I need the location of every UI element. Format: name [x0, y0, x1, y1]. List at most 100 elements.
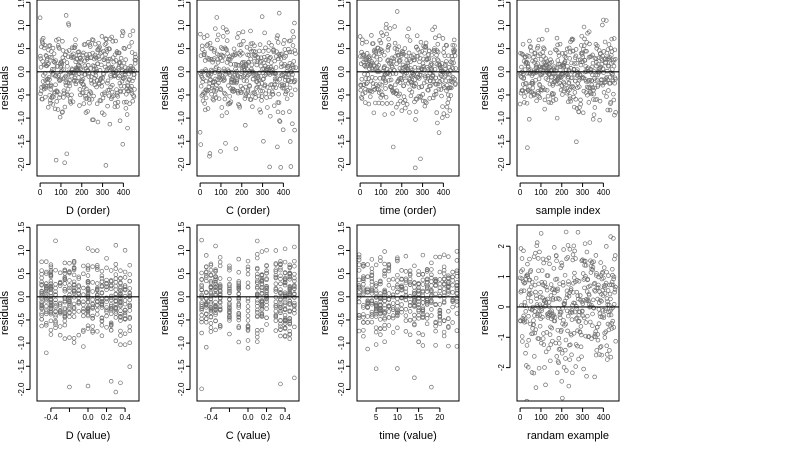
data-point [67, 261, 72, 266]
data-point [599, 61, 604, 67]
data-point [57, 46, 62, 51]
data-point [117, 73, 122, 79]
data-point [590, 297, 596, 303]
data-point [450, 66, 456, 71]
data-point [424, 297, 430, 303]
data-point [598, 344, 604, 349]
y-tick-label: -2.0 [17, 382, 26, 396]
data-point [95, 119, 101, 125]
data-point [576, 78, 582, 83]
data-point [127, 340, 132, 346]
data-point [204, 289, 209, 295]
y-tick-label: 0.5 [337, 268, 346, 280]
data-point [65, 64, 70, 69]
data-point [278, 259, 283, 264]
data-point [268, 55, 273, 60]
data-point [606, 42, 612, 47]
data-point [287, 336, 292, 342]
data-point [387, 72, 393, 77]
data-point [62, 318, 68, 324]
data-point [369, 89, 375, 94]
data-point [578, 97, 583, 103]
data-point [236, 291, 241, 297]
data-point [416, 269, 421, 274]
data-point [39, 275, 44, 281]
data-point [255, 298, 260, 303]
data-point [257, 70, 262, 76]
data-point [553, 68, 558, 73]
data-point [133, 61, 138, 66]
data-point [121, 76, 126, 81]
data-point [385, 47, 391, 53]
data-point [62, 314, 68, 319]
data-point [445, 113, 450, 119]
data-point [435, 57, 440, 62]
data-point [255, 334, 260, 340]
x-axis-label: D (order) [66, 205, 110, 217]
data-point [527, 89, 533, 94]
data-point [429, 298, 434, 303]
data-point [441, 264, 447, 270]
data-point [581, 366, 586, 372]
data-point [104, 287, 109, 292]
data-point [563, 337, 569, 343]
data-point [246, 59, 252, 65]
data-point [278, 297, 283, 303]
data-point [106, 56, 111, 62]
data-point [563, 321, 568, 327]
data-point [217, 308, 223, 313]
data-point [397, 91, 402, 97]
data-point [557, 41, 563, 47]
data-point [277, 77, 282, 82]
data-point [613, 339, 618, 344]
data-point [48, 264, 54, 270]
data-point [399, 302, 404, 307]
y-tick-label: -1.0 [17, 336, 26, 350]
data-point [399, 309, 404, 315]
data-point [49, 67, 55, 72]
data-point [287, 308, 292, 314]
data-point [378, 291, 383, 296]
data-point [536, 268, 541, 273]
data-point [282, 277, 288, 283]
data-point [273, 314, 279, 320]
data-point [533, 57, 538, 63]
data-point [412, 285, 417, 290]
data-point [228, 99, 234, 105]
data-point [113, 38, 118, 44]
data-point [239, 90, 244, 95]
data-point [450, 320, 455, 325]
data-point [538, 290, 543, 295]
data-point [90, 313, 95, 319]
data-point [579, 43, 584, 48]
data-point [44, 259, 49, 264]
data-point [108, 283, 114, 289]
data-point [222, 77, 227, 82]
data-point [225, 56, 231, 62]
data-point [554, 115, 560, 121]
data-point [234, 79, 240, 84]
data-point [57, 309, 63, 314]
data-point [99, 268, 105, 274]
data-point [204, 87, 209, 93]
data-point [520, 267, 525, 272]
data-point [392, 46, 398, 51]
data-point [227, 310, 232, 316]
data-point [596, 321, 602, 326]
data-point [357, 262, 362, 267]
data-point [374, 60, 380, 65]
data-point [437, 254, 443, 260]
data-point [288, 38, 293, 43]
data-point [600, 53, 605, 59]
data-point [559, 327, 564, 333]
data-point [278, 165, 283, 170]
data-point [90, 304, 95, 309]
data-point [374, 54, 379, 60]
data-point [546, 255, 552, 261]
data-point [424, 301, 430, 307]
data-point [236, 270, 241, 275]
y-axis-label: residuals [479, 65, 491, 110]
data-point [602, 335, 608, 340]
data-point [236, 280, 241, 286]
data-point [607, 74, 613, 80]
